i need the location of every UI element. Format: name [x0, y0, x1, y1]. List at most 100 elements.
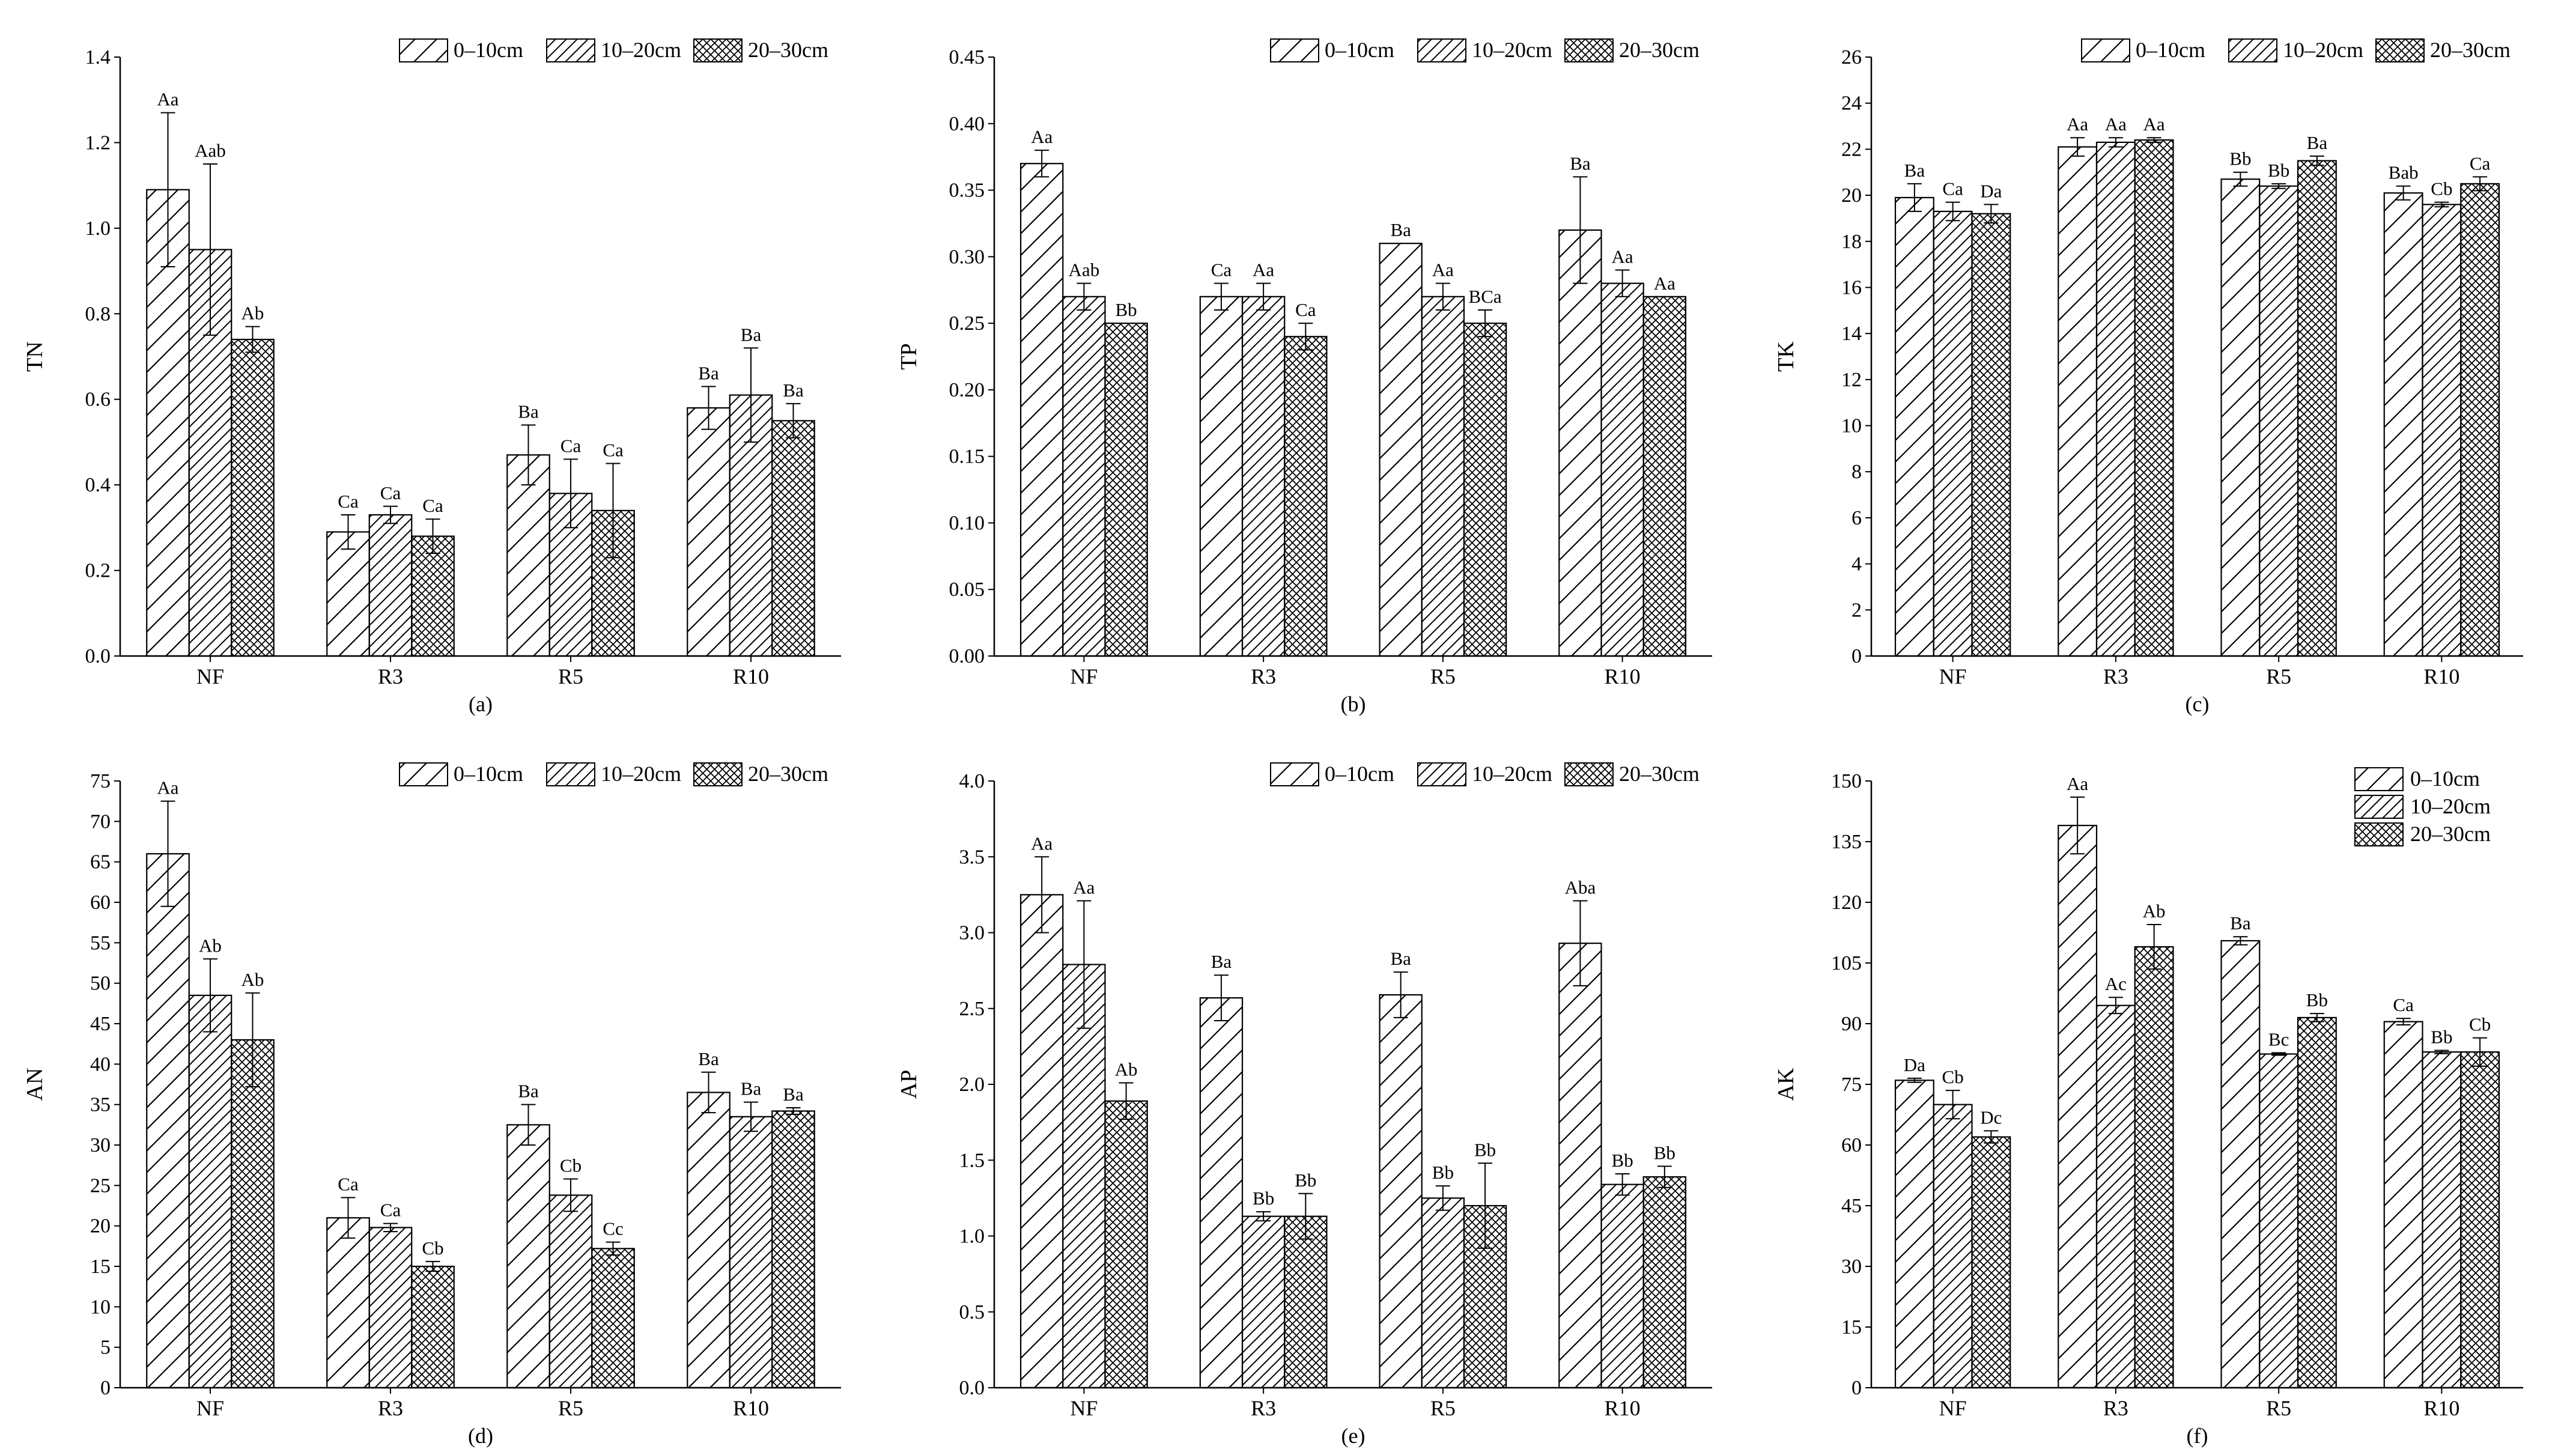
y-tick-label: 16	[1841, 276, 1862, 299]
significance-label: Ba	[741, 1078, 762, 1099]
y-tick-label: 12	[1841, 369, 1862, 391]
y-tick-label: 150	[1831, 770, 1862, 792]
significance-label: Aa	[1253, 260, 1274, 281]
significance-label: Ca	[2393, 994, 2414, 1015]
y-tick-label: 22	[1841, 138, 1862, 160]
y-tick-label: 10	[1841, 415, 1862, 437]
x-category-label: NF	[1939, 1396, 1967, 1420]
legend-label: 0–10cm	[1325, 762, 1394, 786]
bar	[548, 1194, 593, 1389]
significance-label: Bb	[1432, 1162, 1454, 1183]
bar	[1933, 1104, 1973, 1389]
y-tick-label: 4	[1852, 553, 1862, 576]
legend-label: 10–20cm	[1472, 38, 1552, 62]
y-axis-title: TK	[1773, 341, 1799, 372]
significance-label: Bb	[2431, 1026, 2452, 1047]
bar	[1600, 1183, 1644, 1389]
legend-label: 20–30cm	[1619, 762, 1700, 786]
bar	[591, 1248, 635, 1389]
significance-label: Ba	[2230, 913, 2251, 934]
y-tick-label: 75	[90, 770, 111, 792]
legend-swatch	[2354, 822, 2404, 846]
y-axis-title: TP	[896, 343, 922, 369]
y-tick-label: 20	[1841, 184, 1862, 207]
y-axis-title: TN	[22, 341, 47, 372]
y-tick-label: 3.5	[959, 846, 985, 868]
y-tick-label: 3.0	[959, 922, 985, 944]
y-tick-label: 135	[1831, 831, 1862, 853]
significance-label: Bab	[2389, 162, 2419, 183]
x-category-label: NF	[196, 664, 224, 688]
significance-label: Ca	[1295, 299, 1316, 320]
significance-label: Cb	[560, 1155, 582, 1176]
significance-label: Cb	[2431, 178, 2452, 199]
bar	[1558, 229, 1602, 657]
bar	[1971, 1136, 2011, 1389]
significance-label: Cb	[422, 1238, 443, 1259]
legend-swatch	[399, 762, 448, 786]
significance-label: Ab	[1115, 1059, 1138, 1080]
x-category-label: NF	[1070, 1396, 1098, 1420]
legend-swatch	[693, 38, 743, 62]
x-category-label: NF	[196, 1396, 224, 1420]
bar	[1894, 1080, 1934, 1389]
y-tick-label: 75	[1841, 1074, 1862, 1096]
y-tick-label: 40	[90, 1053, 111, 1075]
y-tick-label: 45	[90, 1013, 111, 1035]
legend-swatch	[1564, 762, 1614, 786]
legend-label: 20–30cm	[748, 38, 828, 62]
y-tick-label: 70	[90, 810, 111, 833]
significance-label: Ab	[242, 303, 264, 324]
y-tick-label: 8	[1852, 461, 1862, 483]
bar	[368, 1227, 413, 1389]
significance-label: Ab	[242, 969, 264, 990]
x-category-label: R10	[2423, 1396, 2459, 1420]
legend-label: 0–10cm	[2410, 767, 2480, 791]
chart-panel: Aa Ca Ba Ba Aab Ca Ca Ba Ab Ca Ca Ba 0.0 0.2 0.4 0.6 0.8…	[22, 38, 841, 716]
bar	[1933, 210, 1973, 657]
bar	[729, 1116, 773, 1389]
bar	[2095, 141, 2136, 657]
y-tick-label: 1.0	[959, 1226, 985, 1248]
bar	[1019, 163, 1064, 657]
bar	[368, 514, 413, 657]
bar	[2259, 1053, 2299, 1389]
significance-label: BCa	[1469, 286, 1502, 307]
significance-label: Aa	[1073, 876, 1095, 898]
bar	[1642, 296, 1687, 657]
bar	[2058, 146, 2098, 657]
bar	[326, 1217, 370, 1389]
bar	[2134, 139, 2174, 657]
bar	[2058, 824, 2098, 1389]
significance-label: Ba	[1211, 951, 1232, 972]
y-tick-label: 0	[1852, 1377, 1862, 1399]
significance-label: Ba	[698, 362, 719, 383]
y-tick-label: 1.0	[85, 217, 111, 240]
x-category-label: R10	[733, 1396, 769, 1420]
y-axis-title: AP	[896, 1070, 922, 1099]
y-tick-label: 30	[90, 1134, 111, 1156]
bar	[1600, 282, 1644, 657]
legend-swatch	[1270, 38, 1319, 62]
x-category-label: NF	[1070, 664, 1098, 688]
bar	[1104, 1100, 1148, 1389]
significance-label: Ca	[380, 482, 401, 503]
significance-label: Aa	[1031, 126, 1053, 147]
y-tick-label: 65	[90, 851, 111, 873]
significance-label: Ba	[2307, 132, 2328, 153]
bar	[1421, 296, 1465, 657]
y-tick-label: 90	[1841, 1013, 1862, 1035]
bar	[1971, 213, 2011, 657]
x-category-label: R5	[1430, 664, 1456, 688]
significance-label: Aa	[2143, 114, 2165, 135]
y-tick-label: 26	[1841, 46, 1862, 68]
bar	[1062, 964, 1106, 1389]
y-tick-label: 120	[1831, 892, 1862, 914]
significance-label: Ba	[741, 324, 762, 345]
panel-caption: (f)	[2187, 1424, 2208, 1448]
significance-label: Aa	[1031, 833, 1053, 854]
x-category-label: R5	[2266, 664, 2291, 688]
x-category-label: R3	[1251, 1396, 1276, 1420]
significance-label: Cc	[603, 1218, 623, 1239]
